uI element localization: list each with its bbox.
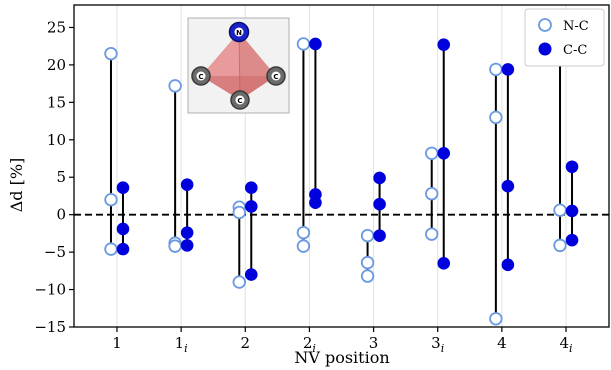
point-n-c [489,110,503,125]
x-tick-label: 3i [431,334,444,355]
y-tick-label: 0 [56,206,66,224]
legend-marker-c-c [538,42,552,56]
y-tick-label: 10 [47,131,66,149]
y-tick-label: 20 [47,56,66,74]
point-n-c [553,238,567,253]
grid [116,5,567,327]
y-tick-label: −15 [34,318,66,336]
point-c-c [244,268,258,281]
point-c-c [309,196,322,209]
point-n-c [296,37,311,51]
molecule-inset: C C C N [187,17,290,114]
y-tick-label: 5 [56,168,66,186]
point-c-c [501,63,515,76]
point-n-c [489,312,503,326]
point-c-c [373,229,386,242]
x-tick-label: 2 [241,334,251,352]
atom-label-left: C [198,73,203,81]
legend-marker-n-c [538,18,552,32]
point-c-c [565,233,579,247]
atom-carbon-bottom: C [230,90,250,110]
point-n-c [489,62,503,77]
point-c-c [309,37,322,51]
point-n-c [360,255,375,270]
y-tick-label: 25 [47,18,66,36]
atom-label-right: C [273,73,278,81]
point-n-c [232,275,246,289]
point-n-c [168,79,182,93]
point-c-c [180,239,194,252]
atom-carbon-left: C [191,66,211,86]
legend-label-n-c: N-C [563,19,589,34]
point-c-c [501,179,515,193]
point-n-c [168,239,182,253]
y-tick-label: 15 [47,93,66,111]
legend-label-c-c: C-C [563,43,587,58]
atom-label-top: N [236,29,242,37]
range-bars [109,43,574,319]
x-tick-label: 4 [497,334,507,352]
point-n-c [296,225,311,240]
x-tick-label: 4i [559,334,572,355]
tetrahedron-face-bottom [201,76,276,100]
point-n-c [104,46,118,61]
point-c-c [565,160,579,174]
x-axis-label: NV position [294,348,389,367]
point-c-c [244,200,258,213]
x-tick-label: 1 [112,334,122,352]
point-c-c [244,181,258,195]
point-c-c [373,197,386,211]
point-n-c [425,227,439,241]
point-n-c [553,203,567,217]
point-n-c [425,187,439,201]
point-c-c [437,38,451,51]
x-tick-label: 2i [303,334,316,355]
y-tick-label: −10 [34,281,66,299]
point-c-c [116,222,130,236]
point-c-c [437,146,451,160]
y-axis: −15 −10 −5 0 5 10 15 20 25 [34,18,74,336]
data-points [104,37,579,326]
point-c-c [501,258,515,272]
y-tick-label: −5 [44,243,66,261]
atom-carbon-right: C [266,66,286,86]
legend: N-C C-C [524,8,605,67]
atom-nitrogen-top: N [228,21,250,43]
point-n-c [232,205,246,220]
point-c-c [373,171,386,185]
point-c-c [180,178,194,192]
plot-area [73,4,610,328]
point-c-c [116,242,130,256]
point-n-c [360,269,375,283]
point-c-c [180,226,194,239]
x-axis: 1 1i 2 2i 3 3i 4 4i [112,327,573,355]
point-c-c [437,257,451,270]
x-tick-label: 1i [175,334,188,355]
point-n-c [296,239,311,253]
point-c-c [565,204,579,218]
y-axis-label: Δd [%] [7,158,26,213]
point-c-c [116,181,130,195]
point-n-c [360,228,375,243]
atom-label-bottom: C [237,97,242,105]
point-n-c [104,192,118,207]
point-n-c [104,242,118,256]
point-n-c [425,146,439,160]
x-tick-label: 3 [369,334,379,352]
